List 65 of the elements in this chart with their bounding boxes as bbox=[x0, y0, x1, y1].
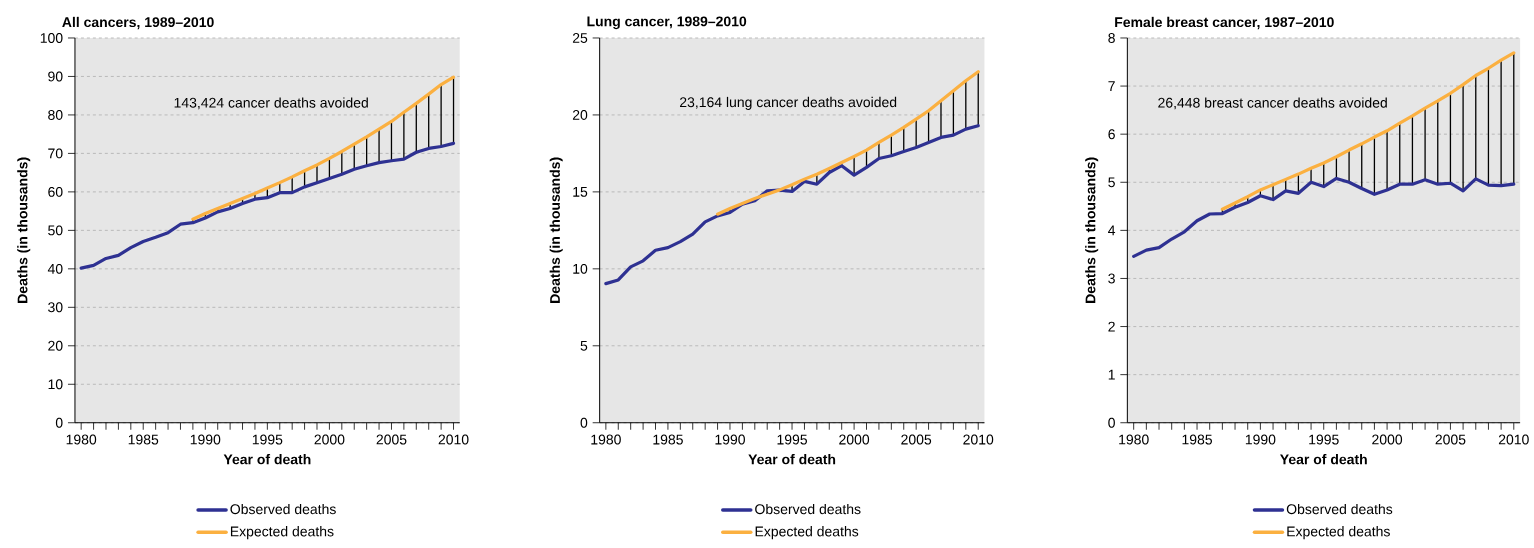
x-tick-label: 2005 bbox=[376, 434, 407, 445]
x-tick-label: 1995 bbox=[1309, 434, 1339, 445]
y-tick-label: 5 bbox=[1108, 177, 1115, 188]
legend-label: Expected deaths bbox=[1287, 526, 1390, 540]
x-tick-label: 2005 bbox=[901, 434, 932, 445]
y-tick-label: 4 bbox=[1108, 225, 1116, 236]
y-tick-label: 25 bbox=[572, 33, 588, 44]
legend-label: Observed deaths bbox=[1286, 504, 1393, 515]
chart-title: Lung cancer, 1989–2010 bbox=[587, 16, 747, 30]
y-tick-label: 0 bbox=[580, 417, 588, 428]
x-tick-label: 2000 bbox=[839, 434, 870, 445]
y-tick-label: 40 bbox=[47, 264, 63, 274]
x-axis-title: Year of death bbox=[223, 454, 311, 465]
x-tick-label: 1995 bbox=[252, 434, 283, 445]
legend-label: Expected deaths bbox=[230, 526, 334, 540]
y-tick-label: 50 bbox=[48, 225, 63, 236]
y-tick-label: 2 bbox=[1108, 321, 1115, 332]
x-tick-label: 2005 bbox=[1435, 434, 1466, 445]
y-axis-title: Deaths (in thousands) bbox=[17, 157, 31, 304]
legend-label: Expected deaths bbox=[755, 526, 859, 540]
x-tick-label: 1990 bbox=[1245, 434, 1276, 445]
y-tick-label: 20 bbox=[572, 110, 588, 121]
x-tick-label: 2000 bbox=[314, 434, 345, 445]
y-tick-label: 80 bbox=[48, 110, 63, 121]
annotation: 23,164 lung cancer deaths avoided bbox=[679, 97, 897, 111]
x-tick-label: 1980 bbox=[66, 434, 97, 445]
y-tick-label: 7 bbox=[1108, 81, 1115, 92]
y-tick-label: 70 bbox=[48, 148, 63, 159]
x-tick-label: 1980 bbox=[591, 434, 621, 445]
x-axis-title: Year of death bbox=[1280, 454, 1367, 465]
x-tick-label: 1985 bbox=[653, 434, 683, 445]
y-tick-label: 20 bbox=[48, 340, 63, 351]
y-tick-label: 0 bbox=[1108, 417, 1115, 428]
x-tick-label: 2000 bbox=[1372, 434, 1403, 445]
y-axis-title: Deaths (in thousands) bbox=[1085, 157, 1099, 304]
y-tick-label: 10 bbox=[573, 264, 588, 274]
y-tick-label: 1 bbox=[1108, 370, 1115, 380]
x-tick-label: 2010 bbox=[438, 434, 469, 445]
x-tick-label: 1990 bbox=[715, 434, 745, 445]
y-tick-label: 0 bbox=[55, 417, 63, 428]
x-tick-label: 1990 bbox=[190, 434, 221, 445]
y-tick-label: 90 bbox=[48, 71, 63, 82]
x-tick-label: 1985 bbox=[128, 434, 159, 445]
y-tick-label: 10 bbox=[48, 379, 63, 390]
legend-label: Observed deaths bbox=[755, 504, 861, 515]
legend-label: Observed deaths bbox=[230, 504, 336, 515]
x-tick-label: 1985 bbox=[1182, 434, 1213, 445]
annotation: 26,448 breast cancer deaths avoided bbox=[1158, 97, 1387, 110]
y-tick-label: 100 bbox=[40, 33, 63, 44]
x-tick-label: 2010 bbox=[963, 434, 994, 445]
y-tick-label: 60 bbox=[48, 187, 63, 197]
y-tick-label: 8 bbox=[1108, 33, 1115, 44]
y-tick-label: 6 bbox=[1108, 129, 1115, 140]
y-tick-label: 3 bbox=[1108, 273, 1115, 284]
chart-title: Female breast cancer, 1987–2010 bbox=[1115, 17, 1334, 30]
y-tick-label: 30 bbox=[48, 302, 63, 313]
x-tick-label: 1995 bbox=[777, 434, 808, 445]
y-tick-label: 15 bbox=[573, 187, 588, 197]
y-tick-label: 5 bbox=[580, 341, 588, 351]
x-tick-label: 2010 bbox=[1498, 434, 1529, 445]
annotation: 143,424 cancer deaths avoided bbox=[174, 97, 368, 110]
x-axis-title: Year of death bbox=[748, 454, 836, 465]
y-axis-title: Deaths (in thousands) bbox=[549, 157, 563, 304]
chart-title: All cancers, 1989–2010 bbox=[62, 16, 214, 30]
x-tick-label: 1980 bbox=[1119, 434, 1149, 445]
